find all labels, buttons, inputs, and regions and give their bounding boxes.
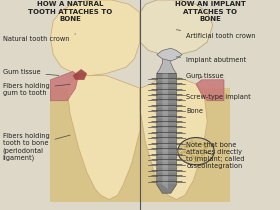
Circle shape <box>186 146 189 148</box>
Text: Implant abutment: Implant abutment <box>176 57 246 63</box>
Circle shape <box>193 142 195 144</box>
Polygon shape <box>162 74 168 189</box>
Circle shape <box>203 157 206 159</box>
Circle shape <box>205 147 207 149</box>
Text: Bone: Bone <box>179 108 203 118</box>
Polygon shape <box>50 0 140 76</box>
Polygon shape <box>140 88 230 202</box>
Text: Natural tooth crown: Natural tooth crown <box>3 34 76 42</box>
Circle shape <box>183 151 186 153</box>
Polygon shape <box>196 80 224 101</box>
Polygon shape <box>157 55 176 74</box>
Polygon shape <box>157 74 176 193</box>
Circle shape <box>189 153 192 155</box>
Polygon shape <box>67 76 140 200</box>
Text: Fibers holding
gum to tooth: Fibers holding gum to tooth <box>3 83 70 96</box>
Circle shape <box>206 146 209 148</box>
Circle shape <box>203 154 206 156</box>
Circle shape <box>200 159 203 161</box>
Circle shape <box>183 151 186 153</box>
Circle shape <box>193 156 196 159</box>
Text: Gum tissue: Gum tissue <box>3 70 59 75</box>
Circle shape <box>203 152 206 154</box>
Polygon shape <box>140 0 213 55</box>
Polygon shape <box>50 71 78 101</box>
Circle shape <box>191 140 193 142</box>
Polygon shape <box>157 48 182 61</box>
Circle shape <box>180 152 183 154</box>
Circle shape <box>184 146 187 148</box>
Circle shape <box>178 138 214 165</box>
Circle shape <box>200 151 203 153</box>
Polygon shape <box>50 88 140 202</box>
Circle shape <box>197 155 199 157</box>
Text: HOW AN IMPLANT
ATTACHES TO
BONE: HOW AN IMPLANT ATTACHES TO BONE <box>174 1 246 22</box>
Circle shape <box>193 148 196 151</box>
Text: HOW A NATURAL
TOOTH ATTACHES TO
BONE: HOW A NATURAL TOOTH ATTACHES TO BONE <box>28 1 112 22</box>
Circle shape <box>197 144 199 146</box>
Text: Fibers holding
tooth to bone
(periodontal
ligament): Fibers holding tooth to bone (periodonta… <box>3 133 70 161</box>
Polygon shape <box>140 76 207 200</box>
Circle shape <box>205 143 208 145</box>
Circle shape <box>196 160 199 162</box>
Circle shape <box>201 155 204 157</box>
Circle shape <box>191 155 194 157</box>
Text: Gum tissue: Gum tissue <box>186 73 224 79</box>
Circle shape <box>199 143 202 145</box>
Text: Artificial tooth crown: Artificial tooth crown <box>176 30 256 39</box>
Circle shape <box>201 144 204 146</box>
Text: Note that bone
attaches directly
to implant; called
osseointegration: Note that bone attaches directly to impl… <box>186 142 245 169</box>
Circle shape <box>199 149 202 151</box>
Circle shape <box>194 157 197 159</box>
Circle shape <box>204 146 206 148</box>
Circle shape <box>203 143 206 146</box>
Circle shape <box>193 161 196 163</box>
Polygon shape <box>73 69 87 80</box>
Text: Screw-type implant: Screw-type implant <box>179 94 251 101</box>
